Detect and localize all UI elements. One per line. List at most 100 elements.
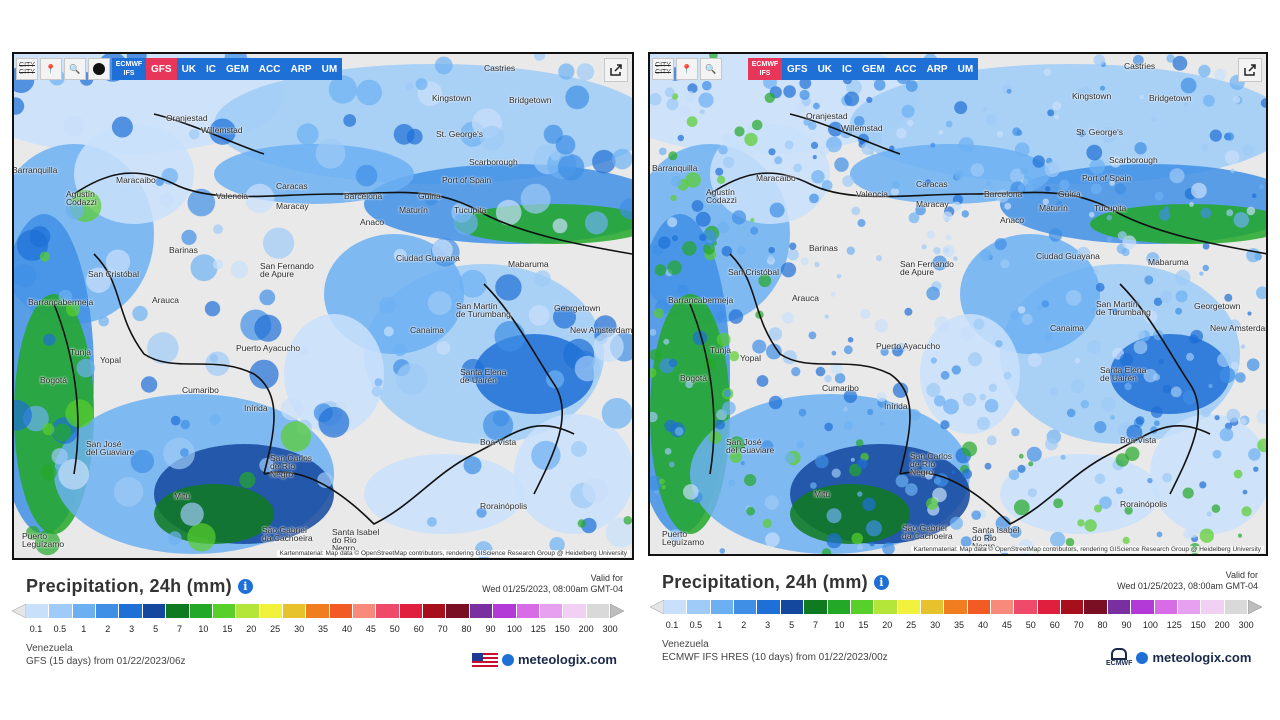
precip-cell: [230, 260, 249, 279]
precip-cell: [722, 401, 736, 415]
model-tab-ecmwf-ifs[interactable]: ECMWF IFS: [112, 58, 146, 80]
city-label: Port of Spain: [442, 175, 492, 185]
right-map[interactable]: ⟳ 📍 🔍 CITY CITY ECMWF IFSGFSUKICGEMACCAR…: [648, 52, 1268, 556]
share-icon[interactable]: [1238, 58, 1262, 82]
model-tab-gfs[interactable]: GFS: [146, 58, 177, 80]
model-tab-gfs[interactable]: GFS: [782, 58, 813, 80]
valid-time: Wed 01/25/2023, 08:00am GMT-04: [482, 584, 623, 594]
model-tab-ecmwf-ifs[interactable]: ECMWF IFS: [748, 58, 782, 80]
precip-cell: [830, 362, 843, 375]
precip-cell: [479, 125, 505, 151]
colorbar-tick: 2: [741, 620, 747, 630]
city-label: Maracay: [276, 201, 309, 211]
precip-cell: [857, 219, 866, 227]
info-icon[interactable]: i: [873, 575, 889, 590]
model-tab-ic[interactable]: IC: [201, 58, 222, 80]
precip-cell: [1219, 367, 1236, 384]
left-map[interactable]: ⟳ 📍 🔍 CITY CITY ECMWF IFSGFSUKICGEMACCAR…: [12, 52, 634, 560]
precip-cell: [552, 218, 568, 234]
brand-text: meteologix.com: [518, 652, 617, 667]
precip-cell: [1022, 176, 1034, 187]
colorbar-segment: [329, 604, 354, 618]
info-icon[interactable]: i: [237, 579, 253, 594]
precip-cell: [669, 529, 682, 542]
city-toggle-button[interactable]: CITY CITY: [16, 58, 38, 80]
city-label: San Carlos de Río Negro: [270, 453, 313, 479]
precip-cell: [855, 439, 864, 447]
model-tab-um[interactable]: UM: [952, 58, 979, 80]
city-label: Scarborough: [1109, 155, 1158, 165]
precip-cell: [1242, 489, 1248, 495]
border-line: [1119, 283, 1199, 495]
precip-cell: [1152, 373, 1160, 381]
colorbar-segment: [944, 600, 968, 614]
colorbar-tick: 0.1: [665, 620, 679, 630]
location-pin-icon[interactable]: 📍: [676, 58, 698, 80]
model-tab-um[interactable]: UM: [316, 58, 343, 80]
precip-cell: [791, 367, 801, 377]
precip-cell: [962, 392, 977, 407]
colorbar-tick: 5: [153, 624, 159, 634]
precip-cell: [703, 358, 717, 371]
colorbar-tick: 70: [1073, 620, 1084, 630]
colorbar-tick: 0.1: [29, 624, 43, 634]
precip-cell: [1230, 168, 1235, 173]
precip-cell: [768, 246, 775, 254]
model-tab-gem[interactable]: GEM: [221, 58, 254, 80]
precip-cell: [1027, 353, 1042, 367]
precip-cell: [1100, 127, 1117, 143]
model-tab-gem[interactable]: GEM: [857, 58, 890, 80]
colorbar-segment: [446, 604, 470, 618]
left-map-panel: ⟳ 📍 🔍 CITY CITY ECMWF IFSGFSUKICGEMACCAR…: [12, 52, 634, 560]
model-tab-arp[interactable]: ARP: [285, 58, 317, 80]
precip-cell: [476, 507, 487, 518]
precip-cell: [1054, 114, 1060, 120]
colorbar-segment: [827, 600, 851, 614]
colorbar-right-arrow: [610, 604, 624, 618]
model-tab-uk[interactable]: UK: [176, 58, 202, 80]
colorbar-tick: 10: [198, 624, 209, 634]
precip-cell: [685, 172, 701, 188]
colorbar-tick: 200: [578, 624, 594, 634]
model-tab-acc[interactable]: ACC: [253, 58, 286, 80]
colorbar-tick: 0.5: [53, 624, 67, 634]
city-label: Mabaruma: [1148, 257, 1189, 267]
precip-cell: [834, 157, 849, 172]
colorbar-segment: [189, 604, 213, 618]
location-pin-icon[interactable]: 📍: [40, 58, 62, 80]
precip-cell: [1251, 193, 1257, 198]
city-label: Georgetown: [1194, 301, 1241, 311]
precip-cell: [76, 358, 95, 378]
share-icon[interactable]: [604, 58, 628, 82]
precip-cell: [821, 548, 832, 554]
right-brand[interactable]: ECMWF meteologix.com: [1106, 648, 1251, 667]
precip-cell: [984, 398, 999, 413]
city-label: Cumaribo: [182, 385, 219, 395]
zoom-out-icon[interactable]: 🔍: [64, 58, 86, 80]
precip-cell: [798, 408, 807, 417]
precip-cell: [605, 517, 632, 548]
city-toggle-button[interactable]: CITY CITY: [652, 58, 674, 80]
circle-layer-icon[interactable]: [88, 58, 110, 80]
left-brand[interactable]: meteologix.com: [472, 652, 617, 667]
precip-cell: [427, 517, 437, 527]
city-label: Barranquilla: [652, 163, 698, 173]
border-line: [153, 113, 265, 155]
precip-cell: [1135, 416, 1145, 425]
model-tab-arp[interactable]: ARP: [921, 58, 953, 80]
model-tab-uk[interactable]: UK: [812, 58, 838, 80]
city-label: Caracas: [916, 179, 948, 189]
model-tab-ic[interactable]: IC: [837, 58, 858, 80]
model-tab-acc[interactable]: ACC: [889, 58, 922, 80]
zoom-out-icon[interactable]: 🔍: [700, 58, 722, 80]
colorbar-tick: 15: [858, 620, 869, 630]
precip-cell: [1074, 357, 1081, 364]
precip-cell: [584, 211, 608, 235]
precip-area: [1090, 204, 1266, 244]
left-colorbar-ticks: 0.1 0.5 1 2 3 5 7 10 15 20 25 30 35 40 45 50 60 70 80 90 100…: [24, 624, 622, 634]
precip-cell: [810, 482, 817, 489]
precip-cell: [1237, 533, 1243, 538]
city-label: Boa Vista: [480, 437, 517, 447]
precip-cell: [1214, 68, 1227, 81]
precip-cell: [1044, 161, 1061, 178]
